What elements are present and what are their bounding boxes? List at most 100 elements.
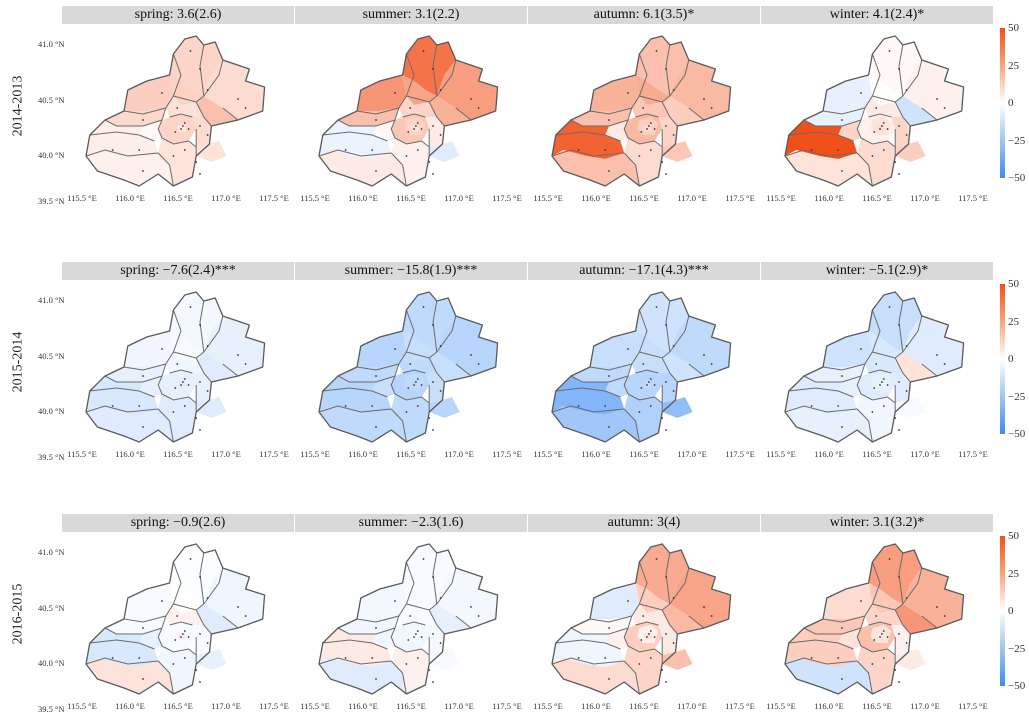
station-point <box>898 681 900 683</box>
map-svg <box>784 35 965 187</box>
legend-tick-label: 0 <box>1008 97 1014 109</box>
map-panel <box>62 534 294 700</box>
longitude-tick-label: 116.5 °E <box>396 701 426 711</box>
beijing-outline <box>784 291 965 443</box>
district-boundary <box>398 603 438 617</box>
district-fill <box>391 394 430 442</box>
longitude-tick-label: 117.0 °E <box>444 449 474 459</box>
district-boundary <box>89 387 155 398</box>
district-fill <box>895 397 926 418</box>
station-point <box>182 125 184 127</box>
longitude-tick-label: 117.5 °E <box>958 193 988 203</box>
district-boundary <box>398 351 438 365</box>
station-point <box>432 324 434 326</box>
district-boundary <box>902 59 923 97</box>
station-point <box>646 384 648 386</box>
beijing-outline <box>85 35 266 187</box>
map-panel <box>295 534 527 700</box>
station-point <box>943 615 946 617</box>
beijing-outline <box>784 543 965 695</box>
longitude-tick-label: 116.0 °E <box>348 701 378 711</box>
station-point <box>875 107 878 109</box>
station-point <box>237 606 239 608</box>
longitude-tick-label: 117.0 °E <box>677 701 707 711</box>
district-fill <box>895 141 926 162</box>
district-boundary <box>322 131 388 142</box>
station-point <box>905 390 908 392</box>
station-point <box>665 381 667 383</box>
station-point <box>649 405 652 407</box>
longitude-tick-label: 117.5 °E <box>259 701 289 711</box>
district-fill <box>590 75 640 111</box>
station-point <box>375 426 377 428</box>
longitude-tick-label: 117.0 °E <box>444 193 474 203</box>
longitude-tick-label: 115.5 °E <box>67 193 97 203</box>
district-fill <box>124 75 174 111</box>
station-point <box>873 387 876 389</box>
station-point <box>608 627 610 629</box>
station-point <box>665 125 667 127</box>
longitude-axis: 115.5 °E 116.0 °E 116.5 °E 117.0 °E 117.5 °E… <box>0 701 1029 713</box>
district-fill <box>169 36 223 96</box>
district-boundary <box>436 567 457 605</box>
station-point <box>138 405 141 407</box>
district-boundary <box>921 107 938 121</box>
legend-tick-label: −25 <box>1008 390 1026 403</box>
station-point <box>881 125 883 127</box>
district-boundary <box>104 375 163 383</box>
station-point <box>888 50 891 52</box>
station-point <box>837 149 840 151</box>
district-fill <box>552 376 625 415</box>
longitude-tick-label: 115.5 °E <box>300 701 330 711</box>
district-fill <box>410 124 420 132</box>
station-point <box>206 89 209 91</box>
panel-title-strip: winter: 3.1(3.2)* <box>761 514 993 532</box>
station-point <box>174 131 177 133</box>
station-point <box>176 107 179 109</box>
station-point <box>608 426 610 428</box>
station-point <box>416 122 419 124</box>
district-fill <box>552 406 640 442</box>
station-point <box>237 354 239 356</box>
latitude-tick-label: 41.0 °N <box>38 39 65 49</box>
district-fill <box>425 625 445 655</box>
station-point <box>344 405 347 407</box>
station-point <box>905 345 908 347</box>
district-boundary <box>337 119 396 127</box>
district-boundary <box>555 639 621 650</box>
station-point <box>648 381 650 383</box>
district-fill <box>391 138 430 186</box>
district-boundary <box>669 59 690 97</box>
station-point <box>439 345 442 347</box>
district-fill <box>552 628 625 667</box>
facet-row: 2015-2014 41.0 °N 40.5 °N 40.0 °N 39.5 °N spr… <box>0 262 1029 462</box>
district-fill <box>857 394 896 442</box>
district-boundary <box>390 119 430 148</box>
district-boundary <box>623 119 663 148</box>
longitude-tick-label: 116.0 °E <box>115 193 145 203</box>
district-fill <box>662 141 693 162</box>
district-boundary <box>195 357 212 383</box>
station-point <box>416 630 419 632</box>
station-point <box>416 405 419 407</box>
station-point <box>841 627 843 629</box>
longitude-tick-label: 116.5 °E <box>163 701 193 711</box>
latitude-tick-label: 40.5 °N <box>38 351 65 361</box>
longitude-tick-label: 116.0 °E <box>348 193 378 203</box>
station-point <box>936 98 938 100</box>
district-fill <box>86 150 174 186</box>
color-scale-bar <box>1000 28 1005 178</box>
station-point <box>187 128 190 130</box>
district-fill <box>86 628 159 667</box>
station-point <box>943 363 946 365</box>
district-boundary <box>898 44 904 97</box>
district-boundary <box>551 405 625 413</box>
station-point <box>111 657 114 659</box>
station-point <box>661 417 664 419</box>
district-boundary <box>432 300 438 353</box>
station-point <box>898 576 900 578</box>
district-boundary <box>864 351 904 365</box>
station-point <box>344 149 347 151</box>
station-point <box>640 639 643 641</box>
district-boundary <box>322 387 388 398</box>
